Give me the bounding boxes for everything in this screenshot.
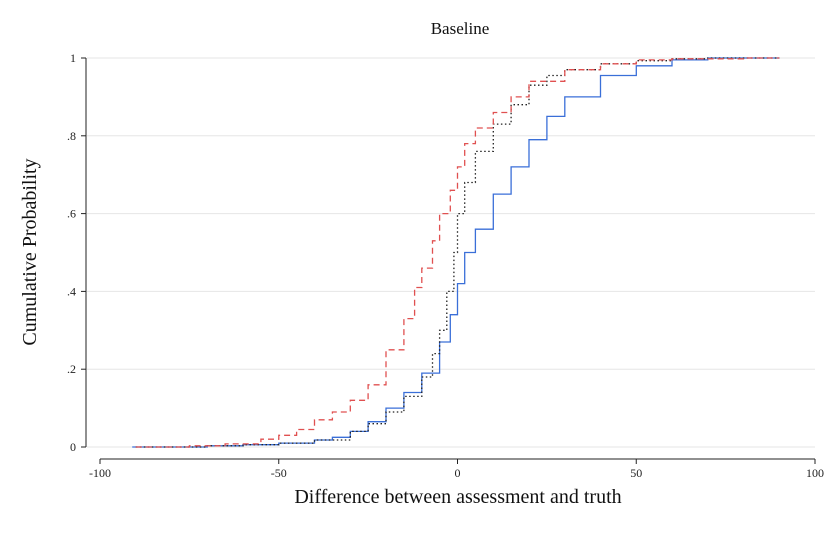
x-tick-label: 0: [455, 466, 461, 480]
y-axis-title: Cumulative Probability: [19, 158, 41, 345]
series-lines: [132, 57, 780, 448]
series-line-3: [135, 57, 780, 448]
x-tick-label: 100: [806, 466, 824, 480]
x-tick-label: -100: [89, 466, 111, 480]
grid-lines: [87, 57, 815, 448]
x-tick-label: -50: [271, 466, 287, 480]
y-tick-label: 0: [70, 440, 76, 454]
series-line-1: [132, 57, 780, 448]
y-tick-label: .2: [67, 362, 76, 376]
y-tick-label: .6: [67, 207, 76, 221]
y-tick-label: .4: [67, 284, 76, 298]
x-axis-title: Difference between assessment and truth: [294, 486, 621, 508]
y-tick-label: .8: [67, 129, 76, 143]
series-line-2: [135, 57, 780, 448]
chart-title: Baseline: [431, 19, 490, 38]
y-tick-label: 1: [70, 51, 76, 65]
axes: [85, 58, 815, 460]
x-tick-label: 50: [630, 466, 642, 480]
ticks: 0 .2 .4 .6 .8 1 -100 -50 0 50 100: [67, 51, 824, 480]
